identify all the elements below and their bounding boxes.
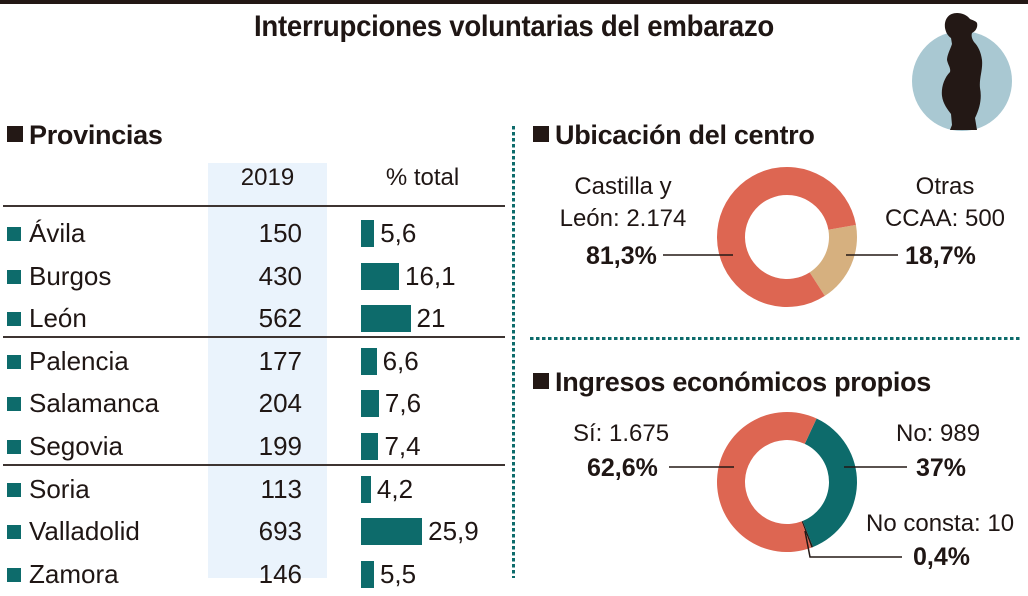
icon-circle xyxy=(912,31,1012,131)
table-row: Valladolid 693 25,9 xyxy=(0,513,505,553)
income-label-nc: No consta: 10 xyxy=(866,510,1015,537)
province-name: Burgos xyxy=(29,260,112,291)
table-row: Soria 113 4,2 xyxy=(0,471,505,511)
province-name: Soria xyxy=(29,473,90,504)
pct-bar xyxy=(361,560,374,588)
abortion-count: 562 xyxy=(258,303,302,334)
location-pct-other: 18,7% xyxy=(905,242,976,270)
location-label-cyl-line2: León: 2.174 xyxy=(559,205,687,232)
pct-label: 25,9 xyxy=(428,516,479,547)
abortion-count: 204 xyxy=(258,388,302,419)
location-title: Ubicación del centro xyxy=(533,120,815,151)
table-row: Palencia 177 6,6 xyxy=(0,343,505,383)
pct-label: 5,5 xyxy=(379,558,417,589)
pct-bar xyxy=(361,347,377,375)
pct-bar xyxy=(361,305,411,333)
page-title: Interrupciones voluntarias del embarazo xyxy=(254,10,774,43)
pct-label: 16,1 xyxy=(404,260,456,291)
year-column-band xyxy=(208,163,327,578)
income-title: Ingresos económicos propios xyxy=(533,367,931,398)
pct-label: 7,4 xyxy=(384,431,421,461)
bullet-square-icon xyxy=(7,525,21,540)
income-pct-nc: 0,4% xyxy=(913,543,970,571)
income-label-yes: Sí: 1.675 xyxy=(573,420,670,447)
income-pct-yes: 62,6% xyxy=(587,454,658,482)
province-name: Valladolid xyxy=(29,516,140,547)
pct-bar xyxy=(361,220,375,247)
bullet-square-icon xyxy=(7,440,21,454)
bullet-square-icon xyxy=(7,227,21,241)
location-label-other-line1: Otras xyxy=(915,173,975,200)
table-row: Ávila 150 5,6 xyxy=(0,215,505,255)
abortion-count: 199 xyxy=(258,431,302,461)
province-name: León xyxy=(29,303,87,334)
bullet-square-icon xyxy=(7,312,21,327)
table-row: Salamanca 204 7,6 xyxy=(0,385,505,425)
pct-bar xyxy=(361,390,379,418)
province-name: Zamora xyxy=(29,558,119,589)
income-label-no: No: 989 xyxy=(896,420,981,447)
bullet-square-icon xyxy=(7,397,21,412)
column-header-pct: % total xyxy=(385,164,460,191)
donut-slice-no xyxy=(802,418,857,547)
bullet-square-icon xyxy=(533,373,549,389)
bullet-square-icon xyxy=(7,269,21,284)
bullet-square-icon xyxy=(7,482,21,497)
income-pct-no: 37% xyxy=(916,454,967,482)
pct-label: 4,2 xyxy=(376,473,414,504)
pct-bar xyxy=(361,518,423,546)
donut-slice-no-consta xyxy=(801,520,814,548)
province-name: Palencia xyxy=(29,345,129,376)
abortion-count: 150 xyxy=(258,218,302,248)
pct-label: 21 xyxy=(416,303,446,334)
table-row: Burgos 430 16,1 xyxy=(0,258,505,298)
pct-label: 5,6 xyxy=(380,218,417,248)
province-name: Segovia xyxy=(29,431,123,461)
location-label-other-line2: CCAA: 500 xyxy=(884,205,1006,232)
abortion-count: 146 xyxy=(258,558,302,589)
donut-slice-otras-ccaa xyxy=(809,224,857,296)
donut-slice-si xyxy=(717,412,817,552)
vertical-divider xyxy=(512,126,515,578)
group-rule xyxy=(3,336,505,338)
donut-slice-castilla-leon xyxy=(717,167,856,308)
bullet-square-icon xyxy=(7,126,23,142)
provinces-title: Provincias xyxy=(7,120,163,151)
pct-label: 6,6 xyxy=(382,345,419,376)
pct-bar xyxy=(361,262,399,290)
abortion-count: 113 xyxy=(260,473,302,504)
pct-label: 7,6 xyxy=(384,388,422,419)
header-rule xyxy=(3,205,505,207)
column-header-year: 2019 xyxy=(240,164,295,191)
province-name: Ávila xyxy=(29,218,86,248)
table-row: Segovia 199 7,4 xyxy=(0,428,505,468)
table-row: León 562 21 xyxy=(0,300,505,340)
bullet-square-icon xyxy=(7,567,21,582)
horizontal-divider xyxy=(530,337,1022,340)
group-rule xyxy=(3,464,505,466)
pct-bar xyxy=(361,475,371,503)
bullet-square-icon xyxy=(533,126,549,142)
top-rule xyxy=(0,0,1028,4)
pct-bar xyxy=(361,433,379,460)
province-name: Salamanca xyxy=(29,388,160,419)
table-row: Zamora 146 5,5 xyxy=(0,556,505,596)
location-label-cyl-line1: Castilla y xyxy=(574,173,672,200)
location-pct-cyl: 81,3% xyxy=(586,242,657,270)
bullet-square-icon xyxy=(7,354,21,369)
abortion-count: 693 xyxy=(258,516,302,547)
abortion-count: 177 xyxy=(258,345,302,376)
abortion-count: 430 xyxy=(258,260,302,291)
